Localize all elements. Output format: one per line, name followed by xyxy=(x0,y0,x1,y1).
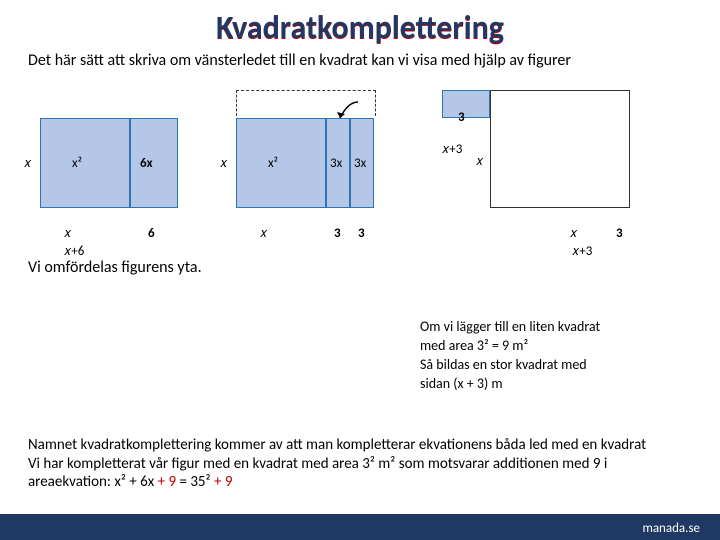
intro-text: Det här sätt att skriva om vänsterledet … xyxy=(0,47,720,70)
eq-plus9-b: + 9 xyxy=(211,473,233,491)
fig3-label-3-top: 3 xyxy=(458,110,465,125)
fig3-big-square xyxy=(490,90,630,208)
bottom-block: Namnet kvadratkomplettering kommer av at… xyxy=(28,436,692,492)
fig2-square xyxy=(236,118,326,208)
fig1-label-6x: 6x xyxy=(140,156,153,171)
fig3-label-xplus3-bottom: 𝑥+3 xyxy=(572,244,592,259)
fig2-bracket-bottom: 𝑥 xyxy=(260,226,267,241)
explain-line3: Så bildas en stor kvadrat med xyxy=(420,356,700,375)
page-title: Kvadratkomplettering xyxy=(0,0,720,47)
fig3-bracket-left: 𝑥 xyxy=(476,154,483,169)
fig2-label-3x-a: 3x xyxy=(330,156,342,171)
fig1-square xyxy=(40,118,130,208)
explain-line1: Om vi lägger till en liten kvadrat xyxy=(420,318,700,337)
fig1-rect xyxy=(130,118,178,208)
footer-text: manada.se xyxy=(642,521,700,536)
fig1-label-6: 6 xyxy=(148,226,155,241)
fig1-label-x2: x² xyxy=(72,156,82,171)
fig3-small-rect xyxy=(442,90,490,118)
fig3-label-3-right: 3 xyxy=(616,226,623,241)
fig2-label-3a: 3 xyxy=(334,226,341,241)
fig3-label-xplus3-left: 𝑥+3 xyxy=(442,142,462,157)
footer-bar xyxy=(0,514,720,540)
equation: x² + 6x + 9 = 35² + 9 xyxy=(114,473,232,491)
eq-left: x² + 6x xyxy=(114,473,154,491)
eq-plus9-a: + 9 xyxy=(154,473,176,491)
bottom-p2: Vi har kompletterat vår figur med en kva… xyxy=(28,455,692,493)
explain-line4: sidan (x + 3) m xyxy=(420,375,700,394)
fig1-bracket-left: 𝑥 xyxy=(24,156,31,171)
fig1-bracket-bottom: 𝑥 xyxy=(64,226,71,241)
explain-block: Om vi lägger till en liten kvadrat med a… xyxy=(420,318,700,394)
figures-area: x² 6x 𝑥 𝑥 6 𝑥+6 x² 3x 3x 𝑥 𝑥 3 3 3 𝑥+3 𝑥… xyxy=(0,78,720,258)
bottom-p1: Namnet kvadratkomplettering kommer av at… xyxy=(28,436,692,455)
fig1-label-xplus6: 𝑥+6 xyxy=(64,244,84,259)
fig2-label-3x-b: 3x xyxy=(354,156,366,171)
eq-mid: = 35² xyxy=(176,473,211,491)
fig2-bracket-left: 𝑥 xyxy=(220,156,227,171)
fig2-label-x2: x² xyxy=(268,156,278,171)
fig3-bracket-bottom: 𝑥 xyxy=(570,226,577,241)
explain-line2: med area 3² = 9 m² xyxy=(420,337,700,356)
fig2-label-3b: 3 xyxy=(358,226,365,241)
redistribute-text: Vi omfördelas figurens yta. xyxy=(0,258,720,277)
